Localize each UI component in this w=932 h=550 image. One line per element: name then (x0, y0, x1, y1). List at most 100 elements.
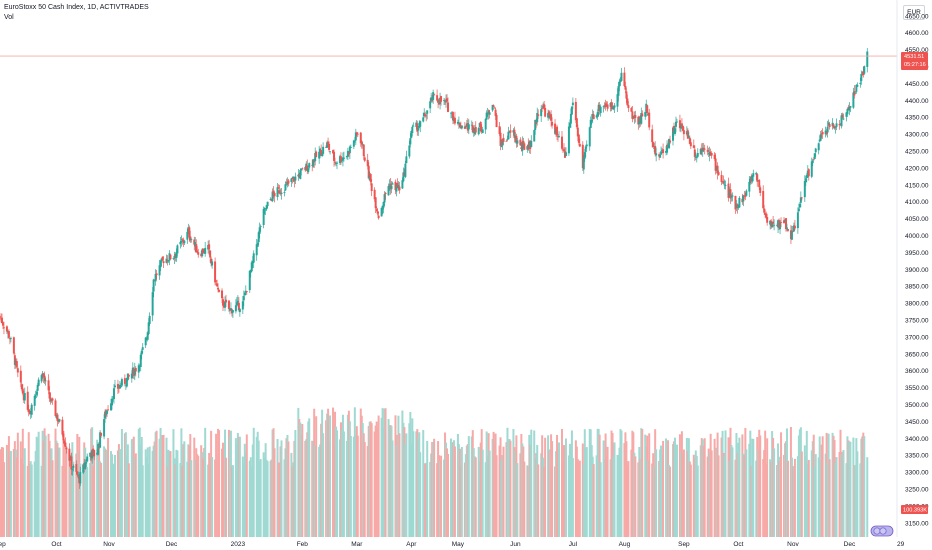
candle-body (501, 139, 504, 146)
volume-label: Vol (4, 14, 14, 21)
volume-bar (828, 459, 831, 537)
candle-body (341, 157, 344, 161)
price-tick-label: 4550.00 (905, 47, 929, 54)
candle-body (355, 132, 358, 134)
candle-body (424, 114, 427, 117)
candle-body (84, 462, 87, 469)
candle-body (602, 106, 605, 108)
scroll-to-realtime-button[interactable] (870, 525, 894, 537)
volume-bar (370, 423, 373, 537)
candle-body (673, 128, 676, 134)
candle-body (333, 151, 336, 161)
candle-body (384, 192, 387, 195)
volume-bar (592, 464, 595, 537)
candle-body (578, 143, 581, 147)
time-axis[interactable]: Sep Oct Nov Dec 2023 Feb Mar Apr May Jun Jul Aug Sep… (0, 541, 905, 548)
candle-body (320, 150, 323, 156)
candle-body (40, 375, 43, 382)
candle-body (62, 433, 65, 441)
volume-bar (523, 461, 526, 537)
volume-bar (37, 431, 40, 537)
candle-body (210, 258, 213, 264)
time-tick-label: Dec (166, 541, 178, 548)
volume-bar (866, 457, 869, 537)
candle-body (717, 172, 720, 175)
candle-body (758, 180, 761, 188)
candle-body (284, 184, 287, 191)
candle-body (51, 398, 54, 401)
candle-body (568, 123, 571, 128)
candle-body (103, 419, 106, 437)
candle-body (848, 107, 851, 111)
candle-body (429, 101, 432, 109)
volume-bar (113, 454, 116, 537)
candle-body (405, 156, 408, 164)
candle-body (362, 144, 365, 157)
volume-bar (669, 466, 672, 537)
candle-body (100, 433, 103, 436)
candle-body (375, 209, 378, 211)
candle-body (183, 240, 186, 244)
volume-bar (835, 457, 838, 537)
volume-bar (65, 447, 68, 537)
volume-bar (731, 447, 734, 537)
candle-body (186, 231, 189, 240)
candle-body (612, 106, 615, 110)
candle-body (492, 105, 495, 107)
volume-bar (641, 429, 644, 537)
candle-body (312, 159, 315, 167)
candle-body (751, 175, 754, 182)
time-tick-label: Nov (787, 541, 799, 548)
candle-body (710, 152, 713, 156)
candle-body (63, 440, 66, 444)
candle-body (506, 138, 509, 140)
candle-body (513, 129, 516, 138)
volume-bar (9, 450, 12, 537)
candle-body (745, 190, 748, 196)
candle-body (530, 141, 533, 148)
candle-body (56, 414, 59, 421)
candle-body (463, 126, 466, 129)
currency-button[interactable]: EUR (903, 5, 925, 20)
volume-bars (0, 407, 869, 537)
volume-bar (259, 459, 262, 537)
candle-body (91, 449, 94, 459)
candle-body (292, 176, 295, 179)
candle-body (250, 262, 253, 272)
candle-body (464, 126, 467, 128)
candle-body (560, 136, 563, 149)
candle-body (613, 105, 616, 108)
candle-body (590, 119, 593, 122)
candle-body (12, 337, 15, 354)
candle-body (575, 118, 578, 128)
candle-body (689, 142, 692, 147)
candle-body (313, 160, 316, 163)
volume-bar (842, 450, 845, 537)
volume-bar (169, 451, 172, 537)
candle-body (706, 150, 709, 152)
candle-body (367, 165, 370, 179)
chart-title: EuroStoxx 50 Cash Index, 1D, ACTIVTRADES (4, 4, 149, 11)
candle-body (595, 115, 598, 118)
candle-body (93, 449, 96, 457)
candle-body (30, 404, 33, 415)
candle-body (134, 368, 137, 372)
volume-bar (294, 429, 297, 537)
candle-body (846, 108, 849, 115)
volume-bar (453, 446, 456, 537)
volume-bar (211, 457, 214, 537)
volume-bar (412, 431, 415, 537)
candle-body (221, 290, 224, 299)
volume-bar (183, 441, 186, 537)
candle-body (453, 117, 456, 124)
volume-bar (349, 435, 352, 537)
candle-body (398, 186, 401, 191)
candle-body (196, 250, 199, 253)
price-axis[interactable]: 3150.003200.003250.003300.003350.003400.… (905, 13, 929, 527)
candle-body (190, 239, 193, 240)
volume-badge-value: 100.393K (903, 508, 927, 514)
candle-body (840, 115, 843, 127)
volume-bar (627, 461, 630, 537)
candle-body (610, 102, 613, 110)
